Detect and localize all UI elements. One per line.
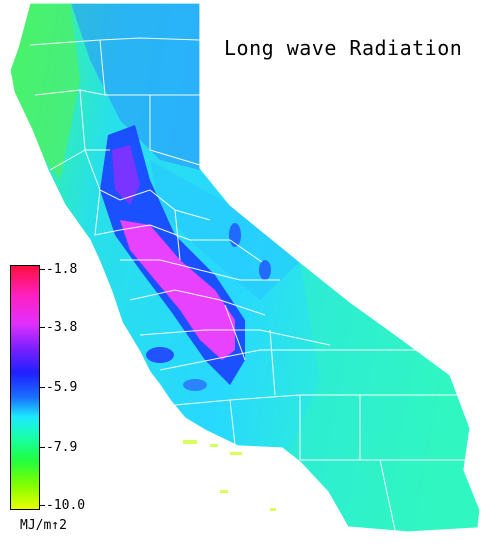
legend-tick	[39, 505, 45, 506]
legend-label-1: -1.8	[46, 262, 78, 277]
channel-islands	[183, 440, 276, 511]
legend-label-5: -10.0	[46, 498, 86, 513]
legend-tick	[39, 327, 45, 328]
color-scale-bar	[10, 265, 40, 510]
legend-label-4: -7.9	[46, 440, 78, 455]
legend-unit: MJ/m↑2	[20, 518, 67, 533]
legend-tick	[39, 387, 45, 388]
state-outline	[9, 2, 481, 533]
legend-label-2: -3.8	[46, 320, 78, 335]
map-title: Long wave Radiation	[224, 36, 463, 60]
legend-label-3: -5.9	[46, 380, 78, 395]
legend-tick	[39, 269, 45, 270]
legend-tick	[39, 447, 45, 448]
